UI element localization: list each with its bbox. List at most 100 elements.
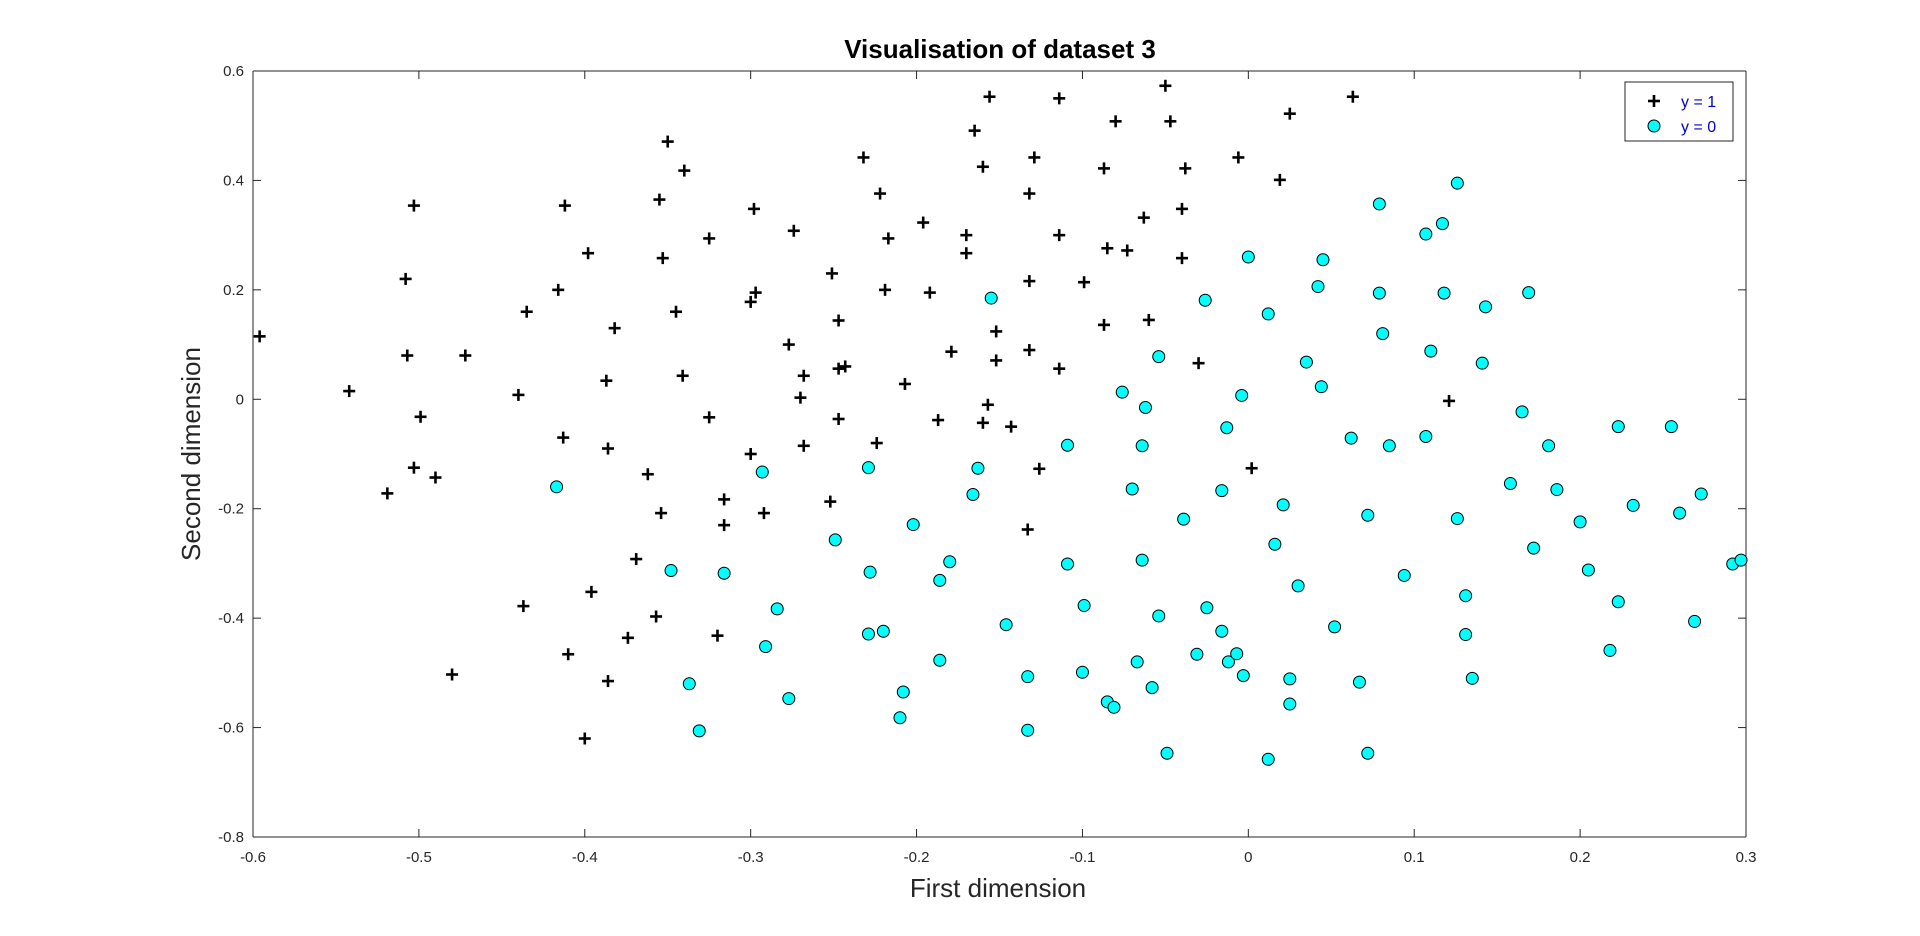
data-point-circle [828, 533, 842, 547]
data-point-plus [656, 252, 669, 265]
data-point-circle [1419, 429, 1433, 443]
data-point-plus [960, 247, 973, 260]
data-point-plus [945, 345, 958, 358]
data-point-circle [984, 291, 998, 305]
data-point-plus [602, 442, 615, 455]
data-point-circle [1626, 498, 1640, 512]
data-point-plus [1192, 357, 1205, 370]
x-tick-label: 0.3 [1736, 849, 1757, 866]
data-point-circle [1220, 421, 1234, 435]
data-point-circle [861, 461, 875, 475]
data-point-plus [749, 286, 762, 299]
data-point-plus [1033, 462, 1046, 475]
data-point-plus [757, 507, 770, 520]
data-point-plus [874, 187, 887, 200]
data-point-circle [1475, 356, 1489, 370]
data-point-plus [381, 487, 394, 500]
data-point-circle [755, 465, 769, 479]
data-point-plus [1283, 107, 1296, 120]
data-point-circle [682, 677, 696, 691]
data-point-circle [1397, 568, 1411, 582]
data-point-circle [1603, 643, 1617, 657]
legend-marker-plus [1648, 95, 1660, 107]
data-point-circle [1361, 746, 1375, 760]
data-point-circle [896, 685, 910, 699]
data-point-plus [670, 305, 683, 318]
data-point-plus [602, 675, 615, 688]
x-tick-label: 0 [1244, 849, 1252, 866]
data-point-plus [744, 448, 757, 460]
data-point-circle [1372, 286, 1386, 300]
data-point-circle [1372, 197, 1386, 211]
data-point-plus [882, 232, 895, 245]
data-point-plus [557, 431, 570, 444]
y-tick-label: 0.2 [223, 282, 244, 299]
data-point-plus [832, 412, 845, 425]
data-point-plus [870, 437, 883, 450]
data-point-circle [1138, 400, 1152, 414]
data-point-plus [917, 216, 930, 229]
data-point-circle [1241, 250, 1255, 264]
data-point-plus [1078, 276, 1091, 289]
data-point-circle [1314, 380, 1328, 394]
data-point-plus [552, 283, 565, 296]
data-point-circle [1152, 350, 1166, 364]
data-point-plus [857, 151, 870, 164]
data-point-plus [401, 349, 414, 362]
data-point-circle [717, 566, 731, 580]
y-axis-label: Second dimension [176, 347, 206, 561]
data-point-plus [932, 414, 945, 427]
chart-title: Visualisation of dataset 3 [844, 34, 1156, 64]
data-point-plus [1109, 115, 1122, 128]
data-point-plus [747, 202, 760, 215]
x-tick-label: -0.3 [738, 849, 764, 866]
data-point-plus [1273, 173, 1286, 186]
data-point-circle [1664, 420, 1678, 434]
data-point-plus [1053, 229, 1066, 242]
y-tick-label: -0.8 [218, 829, 244, 846]
data-point-plus [1053, 92, 1066, 105]
data-point-plus [1175, 252, 1188, 265]
data-point-plus [253, 330, 266, 343]
data-point-circle [943, 555, 957, 569]
data-point-plus [1101, 242, 1114, 255]
data-point-circle [1021, 670, 1035, 684]
data-point-circle [1311, 280, 1325, 294]
data-point-circle [1344, 431, 1358, 445]
y-ticks: -0.8 -0.6 -0.4 -0.2 0 0.2 0.4 0.6 [218, 63, 1746, 846]
data-point-plus [407, 199, 420, 212]
data-point-plus [718, 493, 731, 506]
data-point-plus [600, 374, 613, 387]
data-point-plus [1142, 313, 1155, 326]
data-point-plus [1232, 151, 1245, 164]
data-point-plus [1175, 202, 1188, 215]
data-point-plus [797, 369, 810, 382]
data-point-circle [1135, 439, 1149, 453]
data-point-plus [1137, 211, 1150, 224]
y-tick-label: 0.6 [223, 63, 244, 80]
data-point-plus [520, 305, 533, 318]
x-tick-label: -0.2 [904, 849, 930, 866]
data-points [253, 79, 1748, 766]
x-tick-label: -0.4 [572, 849, 598, 866]
data-point-circle [1215, 484, 1229, 498]
data-point-plus [711, 629, 724, 642]
data-point-plus [990, 325, 1003, 338]
data-point-plus [782, 338, 795, 351]
data-point-circle [1152, 609, 1166, 623]
data-point-circle [1465, 671, 1479, 685]
data-point-circle [1450, 176, 1464, 190]
data-point-circle [1550, 483, 1564, 497]
data-point-plus [744, 295, 757, 308]
data-point-circle [1522, 286, 1536, 300]
data-point-circle [1328, 620, 1342, 634]
data-point-plus [968, 124, 981, 137]
data-point-circle [1276, 498, 1290, 512]
data-point-plus [1023, 187, 1036, 200]
data-point-circle [1450, 512, 1464, 526]
data-point-circle [759, 640, 773, 654]
data-point-plus [1159, 79, 1172, 92]
data-point-circle [1261, 752, 1275, 766]
data-point-circle [1221, 655, 1235, 669]
